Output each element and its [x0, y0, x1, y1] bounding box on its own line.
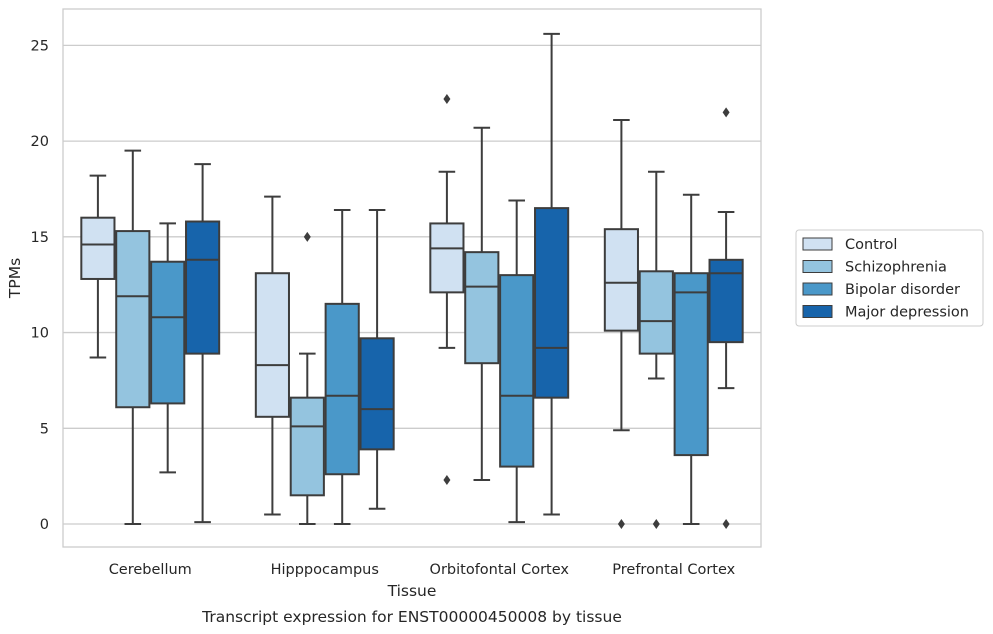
outlier-point — [303, 231, 311, 242]
box-iqr — [115, 230, 151, 409]
box-iqr — [289, 396, 325, 497]
box-bipolar-disorder — [673, 193, 709, 526]
box-schizophrenia — [115, 149, 151, 526]
box-control — [80, 174, 116, 359]
box-iqr — [464, 251, 500, 365]
y-tick-label: 15 — [31, 230, 49, 246]
outlier-point — [443, 474, 451, 485]
box-major-depression — [359, 209, 395, 510]
box-iqr — [150, 260, 186, 405]
legend-swatch — [802, 260, 833, 273]
box-schizophrenia — [638, 170, 674, 530]
box-iqr — [708, 258, 744, 344]
y-tick-label: 0 — [40, 517, 49, 533]
y-tick-label: 5 — [40, 421, 49, 437]
x-tick-label: Orbitofontal Cortex — [430, 562, 570, 578]
box-major-depression — [534, 32, 570, 516]
legend-frame — [795, 229, 984, 327]
y-tick-label: 20 — [31, 134, 49, 150]
outlier-point — [617, 519, 625, 530]
x-tick-label: Hipppocampus — [271, 562, 379, 578]
y-tick-label: 10 — [31, 326, 49, 342]
legend: Control Schizophrenia Bipolar disorder Majo… — [795, 229, 984, 327]
plot-frame — [62, 8, 762, 548]
box-schizophrenia — [464, 126, 500, 481]
plot-area — [62, 8, 762, 548]
box-control — [254, 195, 290, 516]
legend-label: Major depression — [845, 305, 969, 321]
x-tick-label: Cerebellum — [109, 562, 192, 578]
y-axis-title: TPMs — [6, 258, 24, 299]
outlier-point — [722, 107, 730, 118]
box-iqr — [359, 337, 395, 451]
outlier-point — [652, 519, 660, 530]
box-iqr — [534, 207, 570, 399]
box-iqr — [603, 228, 639, 332]
box-iqr — [673, 272, 709, 457]
x-tick-labels: Cerebellum Hipppocampus Orbitofontal Corte… — [109, 562, 736, 578]
legend-swatch — [802, 305, 833, 318]
box-iqr — [324, 302, 360, 476]
chart-caption: Transcript expression for ENST0000045000… — [201, 608, 622, 626]
box-iqr — [429, 222, 465, 294]
legend-swatch — [802, 237, 833, 251]
outlier-point — [443, 93, 451, 104]
box-control — [429, 93, 465, 485]
box-major-depression — [708, 107, 744, 530]
box-iqr — [80, 216, 116, 280]
legend-swatch — [802, 282, 833, 296]
y-tick-labels: 0 5 10 15 20 25 — [31, 38, 49, 533]
box-bipolar-disorder — [499, 199, 535, 524]
box-control — [603, 119, 639, 530]
box-schizophrenia — [289, 231, 325, 526]
box-bipolar-disorder — [150, 222, 186, 474]
box-groups — [80, 32, 744, 530]
box-iqr — [638, 270, 674, 355]
y-tick-label: 25 — [31, 38, 49, 54]
box-major-depression — [185, 163, 221, 524]
box-iqr — [254, 272, 290, 418]
box-bipolar-disorder — [324, 209, 360, 526]
legend-label: Control — [845, 237, 897, 253]
box-iqr — [499, 274, 535, 468]
legend-label: Bipolar disorder — [845, 282, 960, 298]
x-tick-label: Prefrontal Cortex — [612, 562, 735, 578]
x-axis-title: Tissue — [387, 582, 437, 600]
legend-label: Schizophrenia — [845, 260, 947, 276]
outlier-point — [722, 519, 730, 530]
box-iqr — [185, 220, 221, 355]
legend-entries: Control Schizophrenia Bipolar disorder Majo… — [802, 237, 969, 321]
